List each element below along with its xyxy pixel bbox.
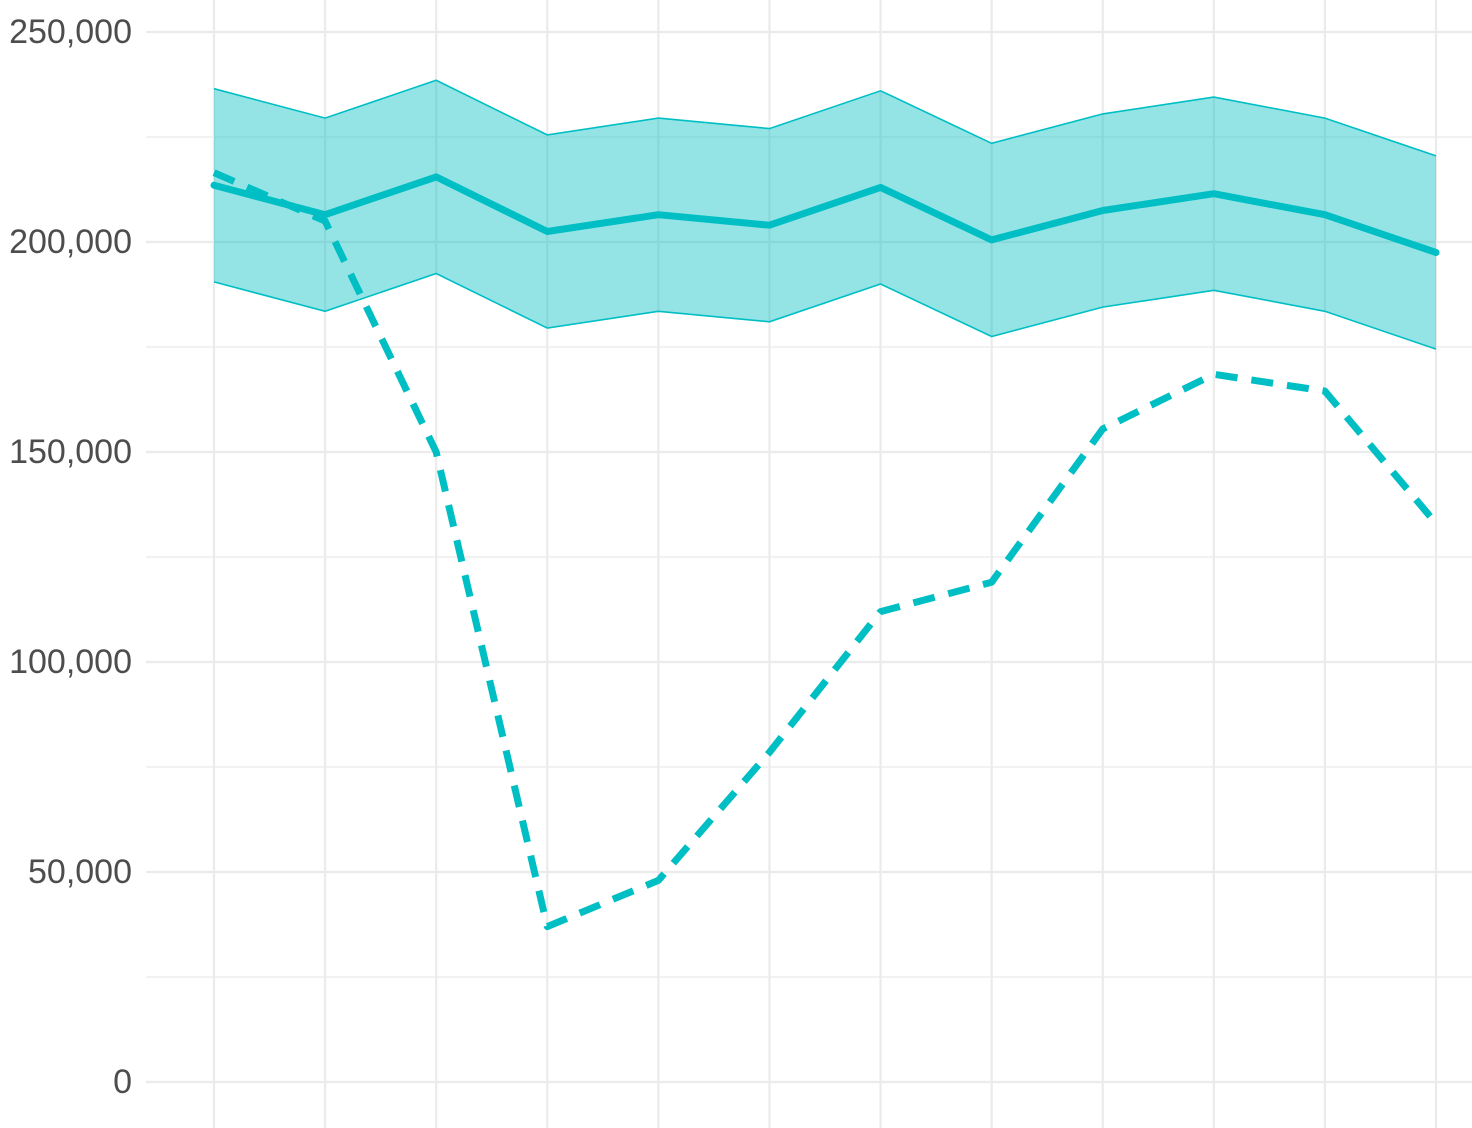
band-lower-edge <box>213 272 1437 350</box>
dashed-series-point <box>433 449 440 456</box>
solid-series-point <box>544 228 551 235</box>
solid-series-point <box>1321 211 1328 218</box>
y-tick-label: 50,000 <box>28 853 132 891</box>
y-tick-label: 200,000 <box>9 223 132 261</box>
band-area <box>214 80 1436 350</box>
dashed-series-point <box>322 218 329 225</box>
solid-series-point <box>211 182 218 189</box>
solid-series-line <box>210 173 1440 256</box>
solid-series-point <box>433 173 440 180</box>
solid-series-point <box>877 184 884 191</box>
solid-series-point <box>1433 249 1440 256</box>
y-tick-label: 150,000 <box>9 433 132 471</box>
dashed-series-point <box>988 579 995 586</box>
dashed-series-point <box>544 923 551 930</box>
solid-series-point <box>1099 207 1106 214</box>
dashed-series-point <box>211 169 218 176</box>
dashed-series-point <box>877 608 884 615</box>
y-tick-label: 100,000 <box>9 643 132 681</box>
dashed-series-point <box>1099 425 1106 432</box>
dashed-series-line <box>212 169 1439 931</box>
minor-gridlines <box>146 136 1472 978</box>
y-axis: 0 50,000 100,000 150,000 200,000 250,000 <box>9 13 132 1101</box>
dashed-series-point <box>1210 371 1217 378</box>
dashed-series-point <box>1321 388 1328 395</box>
band-upper-edge <box>213 79 1437 157</box>
solid-series-point <box>322 211 329 218</box>
solid-series-point <box>655 211 662 218</box>
dashed-series-point <box>766 749 773 756</box>
dashed-series-point <box>1433 520 1440 527</box>
solid-series-point <box>766 222 773 229</box>
solid-series-point <box>1210 190 1217 197</box>
y-tick-label: 250,000 <box>9 13 132 51</box>
y-tick-label: 0 <box>113 1063 132 1101</box>
confidence-band <box>213 79 1437 350</box>
solid-series-point <box>988 236 995 243</box>
dashed-series-point <box>655 877 662 884</box>
series-lines <box>210 169 1440 931</box>
